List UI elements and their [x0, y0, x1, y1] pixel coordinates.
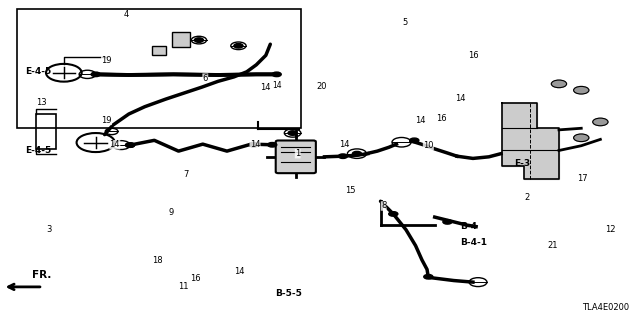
Text: 1: 1 [295, 149, 300, 158]
Circle shape [91, 72, 100, 76]
Circle shape [424, 275, 433, 279]
Circle shape [272, 72, 281, 76]
Text: FR.: FR. [32, 270, 51, 280]
Text: 14: 14 [455, 94, 465, 103]
Circle shape [268, 142, 276, 147]
Circle shape [573, 86, 589, 94]
Text: 10: 10 [423, 141, 433, 150]
Text: B-4-1: B-4-1 [460, 238, 487, 247]
Text: B-4: B-4 [460, 222, 477, 231]
Circle shape [443, 220, 452, 224]
Text: E-3: E-3 [515, 159, 531, 168]
Text: 13: 13 [36, 99, 47, 108]
Bar [172, 32, 190, 47]
Circle shape [125, 143, 134, 147]
Circle shape [410, 138, 419, 143]
Text: 18: 18 [152, 256, 163, 265]
Text: 19: 19 [101, 116, 112, 125]
Text: 21: 21 [547, 241, 558, 250]
Text: 7: 7 [184, 170, 189, 179]
Text: 19: 19 [101, 56, 112, 65]
Text: 15: 15 [346, 186, 356, 195]
Circle shape [125, 143, 134, 147]
Text: 12: 12 [605, 225, 615, 234]
Text: 14: 14 [109, 140, 120, 149]
Circle shape [388, 212, 398, 216]
Text: E-4-5: E-4-5 [26, 67, 52, 76]
Circle shape [551, 80, 566, 88]
Text: 14: 14 [260, 83, 271, 92]
Circle shape [573, 134, 589, 142]
Text: 17: 17 [577, 174, 588, 183]
Text: 14: 14 [415, 116, 426, 125]
Text: 14: 14 [272, 81, 282, 90]
Text: 9: 9 [168, 208, 173, 217]
Text: 14: 14 [234, 267, 244, 276]
Circle shape [288, 131, 297, 135]
Bar [152, 46, 166, 55]
Text: 16: 16 [191, 274, 201, 283]
Circle shape [339, 154, 348, 158]
Text: 4: 4 [124, 10, 129, 19]
Text: 20: 20 [316, 82, 326, 91]
Text: B-5-5: B-5-5 [275, 289, 302, 298]
Text: 16: 16 [468, 51, 478, 60]
Text: E-4-5: E-4-5 [26, 146, 52, 155]
Text: 11: 11 [178, 282, 188, 291]
Polygon shape [502, 103, 559, 179]
Text: 14: 14 [339, 140, 349, 149]
Text: 16: 16 [436, 114, 446, 123]
Circle shape [234, 44, 243, 48]
Bar [17, 9, 301, 128]
Circle shape [353, 151, 362, 156]
Bar [36, 114, 56, 149]
Text: TLA4E0200: TLA4E0200 [582, 303, 629, 312]
Circle shape [249, 142, 259, 147]
Text: 14: 14 [250, 140, 260, 149]
FancyBboxPatch shape [276, 140, 316, 173]
Circle shape [593, 118, 608, 126]
Text: 5: 5 [402, 18, 408, 27]
Circle shape [195, 38, 204, 42]
Text: 2: 2 [524, 193, 530, 202]
Text: 6: 6 [203, 74, 208, 83]
Text: 8: 8 [381, 202, 387, 211]
Text: 3: 3 [47, 225, 52, 234]
